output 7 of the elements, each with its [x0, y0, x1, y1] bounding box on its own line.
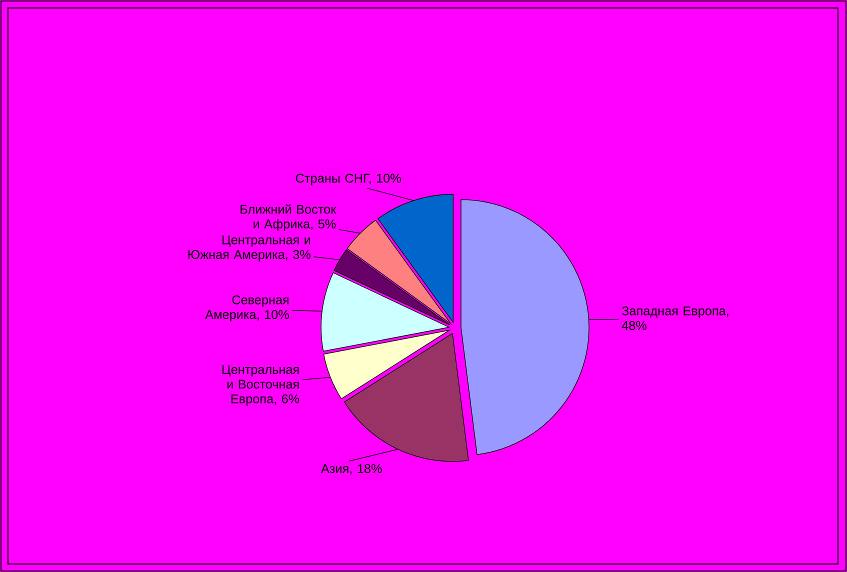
slice-label: Центральная и Южная Америка, 3% — [188, 235, 310, 262]
slice-label: Азия, 18% — [320, 464, 382, 475]
slice-label: Ближний Восток и Африка, 5% — [240, 204, 336, 231]
slice-label: Центральная и Восточная Европа, 6% — [222, 365, 300, 406]
slice-label: Западная Европа, 48% — [622, 306, 728, 330]
slice-label: Северная Америка, 10% — [205, 295, 289, 322]
slice-label: Страны СНГ, 10% — [296, 174, 401, 186]
